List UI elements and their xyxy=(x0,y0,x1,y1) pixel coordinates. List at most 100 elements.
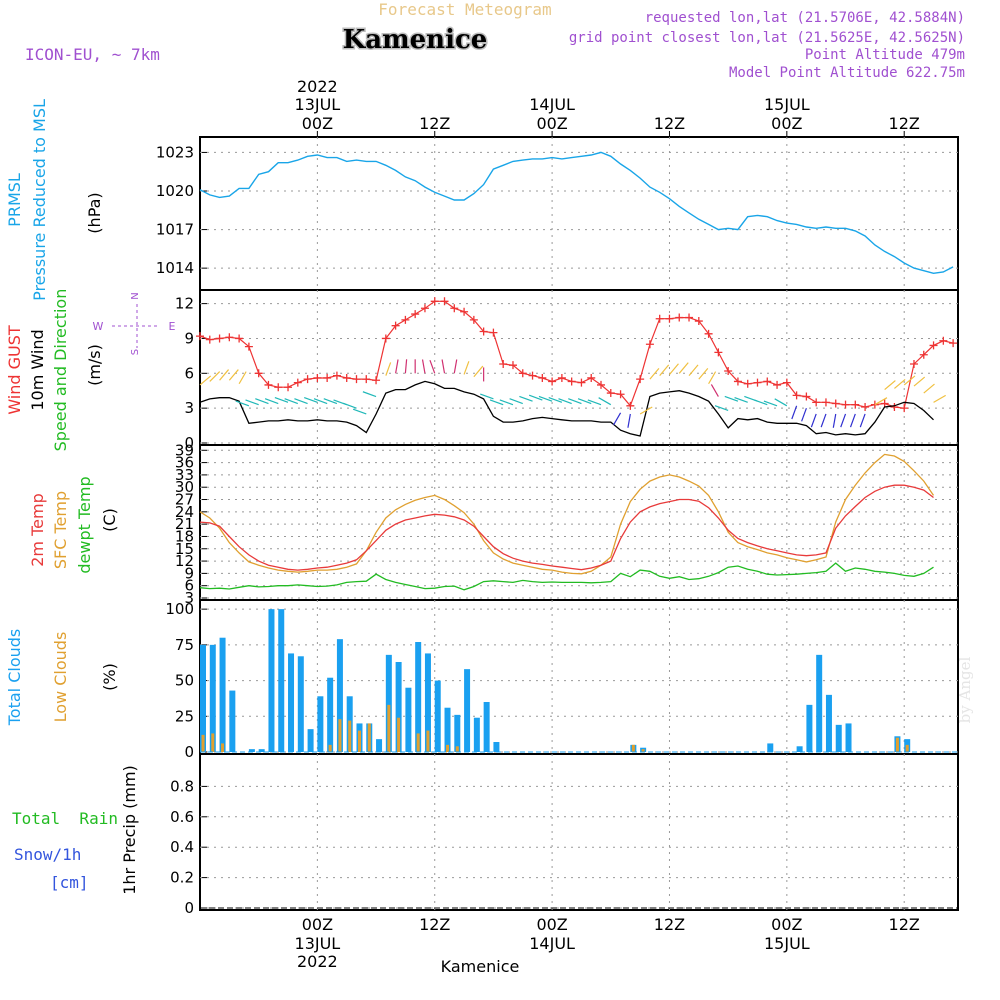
compass-east: E xyxy=(169,320,176,333)
low-cloud-bar xyxy=(895,737,899,752)
low-cloud-bar xyxy=(211,733,215,752)
wind-direction-arrow xyxy=(199,375,212,386)
gust-marker xyxy=(411,310,420,319)
gust-marker xyxy=(293,378,302,387)
gust-marker xyxy=(645,340,654,349)
y-tick-label: 27 xyxy=(175,491,194,509)
snow-label: Snow/1h xyxy=(14,845,81,864)
gust-marker xyxy=(381,334,390,343)
wind-direction-arrow xyxy=(395,359,399,374)
wind-direction-arrow xyxy=(284,398,299,405)
wind-direction-arrow xyxy=(874,397,888,406)
low-cloud-bar xyxy=(905,744,909,752)
wind-direction-arrow xyxy=(598,397,612,406)
gust-marker xyxy=(235,334,244,343)
wind-direction-arrow xyxy=(245,399,259,406)
gust-marker xyxy=(323,373,332,382)
top-tick-label: 12Z xyxy=(654,114,685,133)
total-cloud-bar xyxy=(248,749,255,752)
wind-direction-arrow xyxy=(538,395,553,402)
wind-direction-arrow xyxy=(669,363,679,375)
y-tick-label: 75 xyxy=(175,636,194,654)
sfc-temp-label: SFC Temp xyxy=(51,491,70,569)
total-clouds-label: Total Clouds xyxy=(5,629,24,727)
y-tick-label: 36 xyxy=(175,454,194,472)
gust-marker xyxy=(949,339,958,348)
total-cloud-bar xyxy=(796,746,803,752)
bottom-tick-label: 00Z xyxy=(771,915,802,934)
wind-direction-arrow xyxy=(801,407,807,422)
gust-marker xyxy=(675,313,684,322)
gust-marker xyxy=(518,369,527,378)
wind-direction-arrow xyxy=(343,402,357,409)
wind-direction-arrow xyxy=(587,399,602,406)
bottom-tick-label: 12Z xyxy=(654,915,685,934)
gust-marker xyxy=(782,378,791,387)
y-tick-label: 6 xyxy=(184,364,194,382)
y-tick-label: 0.2 xyxy=(170,869,194,887)
pressure-line xyxy=(199,151,954,275)
gust-marker xyxy=(587,373,596,382)
bottom-tick-label: 00Z xyxy=(536,915,567,934)
top-tick-label: 00Z xyxy=(771,114,802,133)
top-date-label: 14JUL xyxy=(529,95,575,114)
gust-marker xyxy=(440,297,449,306)
wind-direction-arrow xyxy=(219,369,230,381)
gust-marker xyxy=(724,366,733,375)
gust-marker xyxy=(420,304,429,313)
bottom-tick-label: 12Z xyxy=(889,915,920,934)
gust-marker xyxy=(880,399,889,408)
total-cloud-bar xyxy=(835,724,842,752)
wind-direction-arrow xyxy=(323,398,338,405)
wind-direction-arrow xyxy=(923,383,935,394)
total-cloud-bar xyxy=(297,656,304,752)
panel-frame xyxy=(199,753,959,911)
wind-direction-arrow xyxy=(884,380,896,391)
wind-direction-arrow xyxy=(627,413,631,428)
top-date-label: 13JUL xyxy=(295,95,341,114)
y-tick-label: 25 xyxy=(175,707,194,725)
wind-direction-arrow xyxy=(613,412,622,426)
total-cloud-bar xyxy=(483,702,490,752)
total-cloud-bar xyxy=(278,609,285,752)
y-tick-label: 0 xyxy=(184,899,194,917)
gust-marker xyxy=(753,378,762,387)
point-altitude: Point Altitude 479m xyxy=(805,47,965,63)
gust-marker xyxy=(479,327,488,336)
panel-frame xyxy=(199,444,959,601)
gust-marker xyxy=(274,383,283,392)
y-tick-label: 0 xyxy=(184,743,194,761)
wind-direction-arrow xyxy=(659,364,670,377)
panel-wind: 0 3 6 9 12 Wind GUST 10m Wind Speed and Directi… xyxy=(5,289,959,452)
wind-direction-arrow xyxy=(708,371,717,385)
dewpt-line xyxy=(199,562,934,591)
wind-direction-arrow xyxy=(264,398,279,405)
total-cloud-bar xyxy=(767,743,774,752)
y-tick-label: 9 xyxy=(184,329,194,347)
y-tick-label: 0.6 xyxy=(170,808,194,826)
low-clouds-label: Low Clouds xyxy=(51,632,70,723)
wind-direction-arrow xyxy=(453,359,458,374)
bottom-date-label: 15JUL xyxy=(764,934,810,953)
y-tick-label: 3 xyxy=(184,589,194,607)
wind-direction-arrow xyxy=(859,413,866,428)
low-cloud-bar xyxy=(221,743,225,752)
total-cloud-bar xyxy=(336,639,343,752)
panel-precip: 0 0.2 0.4 0.6 0.8 Total Rain Snow/1h [cm] 1hr Pr… xyxy=(12,753,959,917)
location-title: Kamenice xyxy=(343,25,488,55)
temp2m-line xyxy=(199,484,934,571)
y-tick-label: 24 xyxy=(175,503,194,521)
gust-marker xyxy=(196,332,204,341)
gust-marker xyxy=(303,375,312,384)
wind-direction-arrow xyxy=(313,398,328,405)
low-cloud-bar xyxy=(201,734,205,752)
wind-direction-arrow xyxy=(849,413,856,428)
total-cloud-bar xyxy=(385,654,392,752)
total-cloud-bar xyxy=(806,704,813,752)
model-point-altitude: Model Point Altitude 622.75m xyxy=(729,65,965,81)
gust-marker xyxy=(342,373,351,382)
gust-marker xyxy=(499,360,508,369)
gust-marker xyxy=(665,314,674,323)
